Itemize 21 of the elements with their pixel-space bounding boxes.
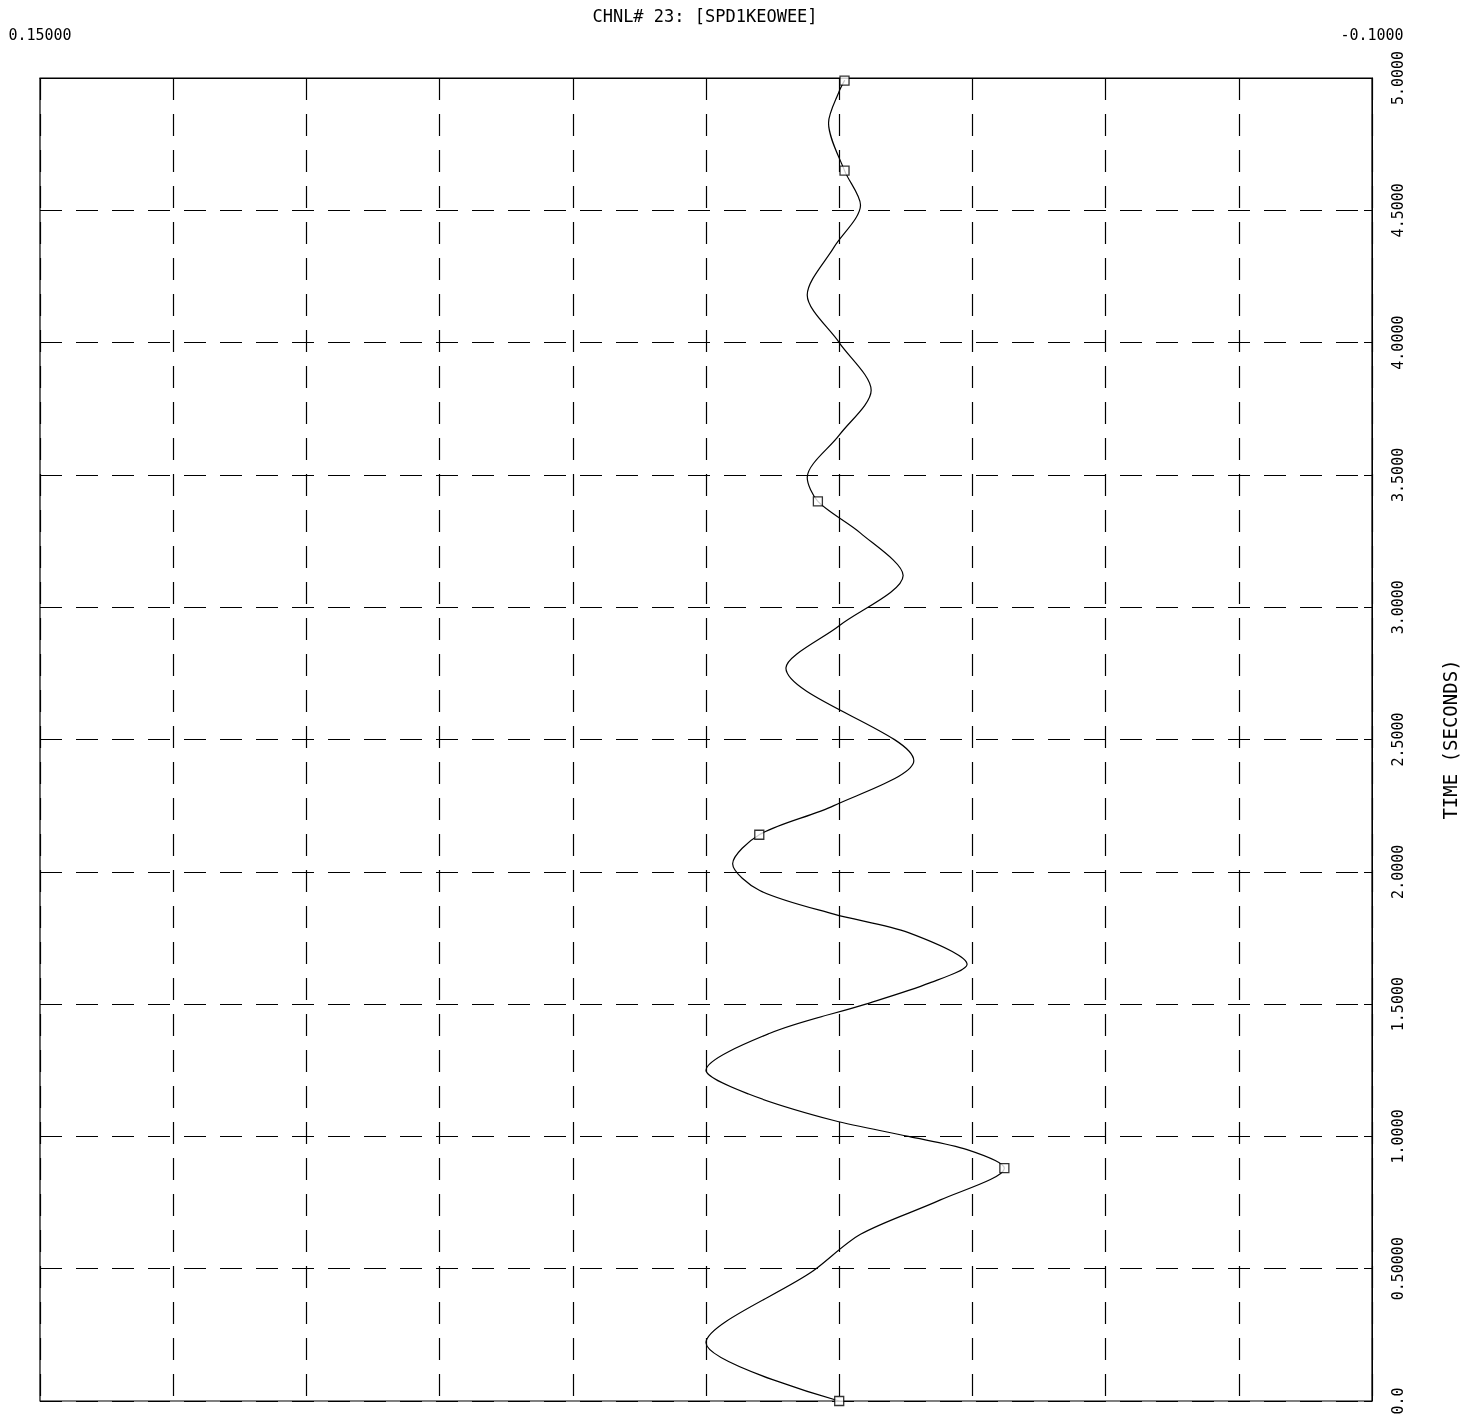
point (834, 1395, 845, 1407)
y-tick-label: 3.5000 (1388, 447, 1407, 502)
y-tick-label: 5.0000 (1388, 50, 1407, 106)
y-axis-title: TIME (SECONDS) (1438, 659, 1461, 820)
point (754, 829, 765, 840)
y-tick-label: 0.50000 (1388, 1237, 1407, 1301)
point (999, 1163, 1010, 1174)
y-tick-label: 2.0000 (1388, 844, 1407, 899)
y-tick-label: 1.5000 (1388, 977, 1407, 1032)
y-tick-label: 4.0000 (1388, 315, 1407, 370)
chart-title: CHNL# 23: [SPD1KEOWEE] (592, 5, 818, 26)
point (839, 165, 850, 176)
point (812, 496, 824, 507)
y-tick-label: 2.5000 (1388, 712, 1407, 767)
x-tick-label: -0.1000 (1340, 25, 1404, 44)
y-tick-label: 3.0000 (1388, 580, 1407, 635)
y-tick-label: 0.0 (1388, 1387, 1407, 1415)
y-tick-label: 4.5000 (1388, 183, 1407, 238)
point (839, 75, 850, 86)
x-tick-label: 0.15000 (8, 25, 72, 44)
y-tick-label: 1.0000 (1388, 1109, 1407, 1164)
